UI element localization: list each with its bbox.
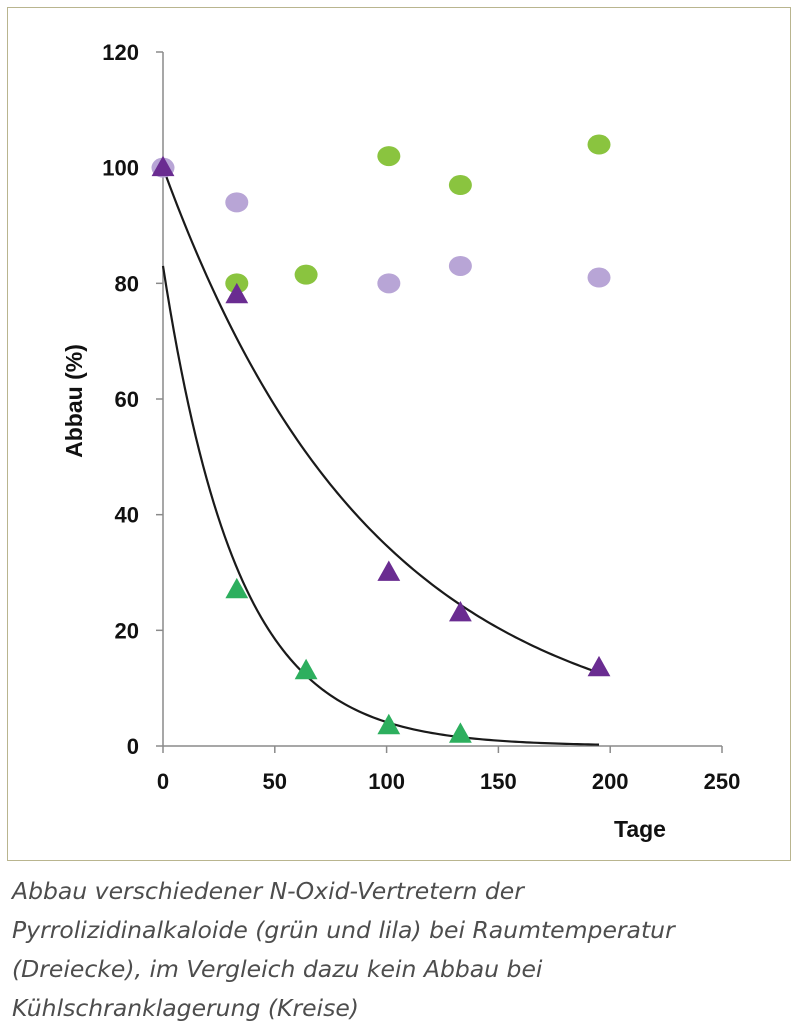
triangle-point <box>449 722 472 743</box>
y-tick-label: 60 <box>115 387 139 412</box>
y-tick-label: 120 <box>102 40 139 65</box>
fit-curve <box>161 265 600 746</box>
circle-point <box>448 255 472 276</box>
figure-caption: Abbau verschiedener N-Oxid-Vertretern de… <box>12 872 792 1028</box>
x-tick-label: 150 <box>480 769 517 794</box>
circle-point <box>294 264 318 285</box>
circle-point <box>448 175 472 196</box>
triangle-point <box>377 560 401 581</box>
y-tick-label: 40 <box>115 503 139 528</box>
figure-frame: 0 20 40 60 80 100 120 0 50 100 150 200 250 Tage Abbau … <box>7 7 791 861</box>
triangle-point <box>225 577 249 599</box>
circle-point <box>377 146 401 167</box>
triangle-point <box>225 282 249 304</box>
fit-curves <box>161 167 600 746</box>
circle-point <box>377 273 401 294</box>
circle-point <box>225 192 249 213</box>
x-axis-title: Tage <box>614 816 666 842</box>
caption-line: (Dreiecke), im Vergleich dazu kein Abbau… <box>12 955 543 983</box>
circle-point <box>587 134 611 155</box>
x-tick-label: 50 <box>263 769 287 794</box>
caption-line: Pyrrolizidinalkaloide (grün und lila) be… <box>12 916 675 944</box>
caption-line: Abbau verschiedener N-Oxid-Vertretern de… <box>12 877 524 905</box>
chart: 0 20 40 60 80 100 120 0 50 100 150 200 250 Tage Abbau … <box>61 40 740 842</box>
triangle-point <box>449 601 472 622</box>
x-tick-label: 100 <box>368 769 405 794</box>
data-points <box>151 134 611 743</box>
y-tick-label: 100 <box>102 156 139 181</box>
x-tick-label: 250 <box>704 769 741 794</box>
y-tick-label: 20 <box>115 618 139 643</box>
caption-line: Kühlschranklagerung (Kreise) <box>12 994 359 1022</box>
triangle-point <box>377 713 401 735</box>
y-axis-title: Abbau (%) <box>61 344 87 458</box>
triangle-point <box>151 155 175 177</box>
circle-point <box>587 267 611 288</box>
y-tick-label: 80 <box>115 271 139 296</box>
chart-axes <box>156 51 723 753</box>
triangle-point <box>587 655 611 677</box>
x-tick-label: 0 <box>157 769 169 794</box>
x-tick-label: 200 <box>592 769 629 794</box>
fit-curve <box>161 167 600 674</box>
triangle-point <box>294 658 318 680</box>
y-tick-label: 0 <box>127 734 139 759</box>
axis-labels: 0 20 40 60 80 100 120 0 50 100 150 200 250 Tage Abbau … <box>61 40 740 842</box>
